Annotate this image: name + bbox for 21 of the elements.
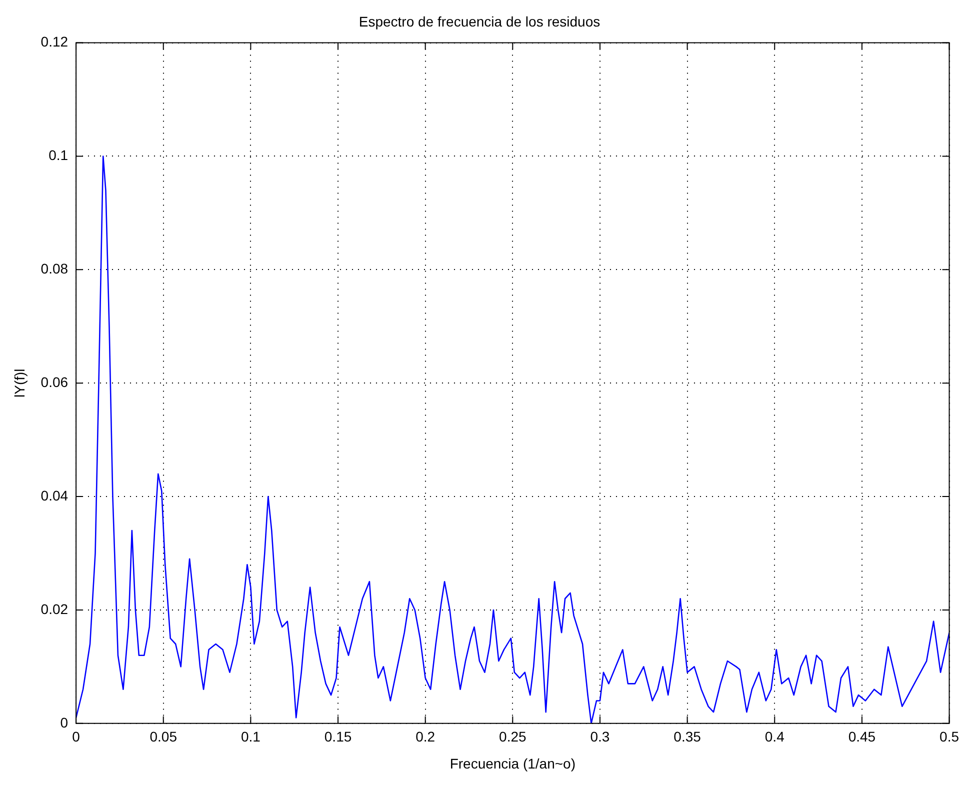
x-tick-label: 0.4 [764, 728, 785, 745]
y-tick-label: 0.12 [40, 34, 68, 50]
x-tick-label: 0.2 [416, 728, 436, 745]
x-tick-label: 0.1 [240, 728, 261, 745]
x-tick-label: 0.45 [848, 728, 876, 745]
y-tick-label: 0.06 [40, 374, 68, 390]
y-tick-label: 0 [60, 714, 68, 730]
x-tick-label: 0.15 [324, 728, 352, 745]
x-tick-label: 0 [72, 728, 80, 745]
x-tick-label: 0.35 [674, 728, 702, 745]
x-tick-label: 0.5 [940, 728, 960, 745]
y-tick-label: 0.02 [40, 600, 68, 617]
y-tick-label: 0.08 [40, 260, 68, 277]
y-tick-label: 0.1 [48, 147, 68, 164]
chart-title: Espectro de frecuencia de los residuos [358, 13, 600, 30]
x-tick-label: 0.3 [590, 728, 610, 745]
x-tick-label: 0.05 [150, 728, 178, 745]
y-axis-title: lY(f)l [11, 368, 28, 398]
x-axis-title: Frecuencia (1/an~o) [450, 755, 576, 772]
x-tick-label: 0.25 [499, 728, 526, 745]
y-tick-label: 0.04 [40, 487, 68, 504]
